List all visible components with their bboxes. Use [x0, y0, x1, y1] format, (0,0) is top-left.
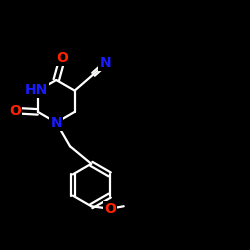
Text: O: O	[56, 50, 68, 64]
Text: HN: HN	[25, 82, 48, 96]
Text: O: O	[10, 104, 21, 118]
Text: O: O	[104, 202, 116, 216]
Text: N: N	[50, 116, 62, 130]
Text: N: N	[99, 56, 111, 70]
